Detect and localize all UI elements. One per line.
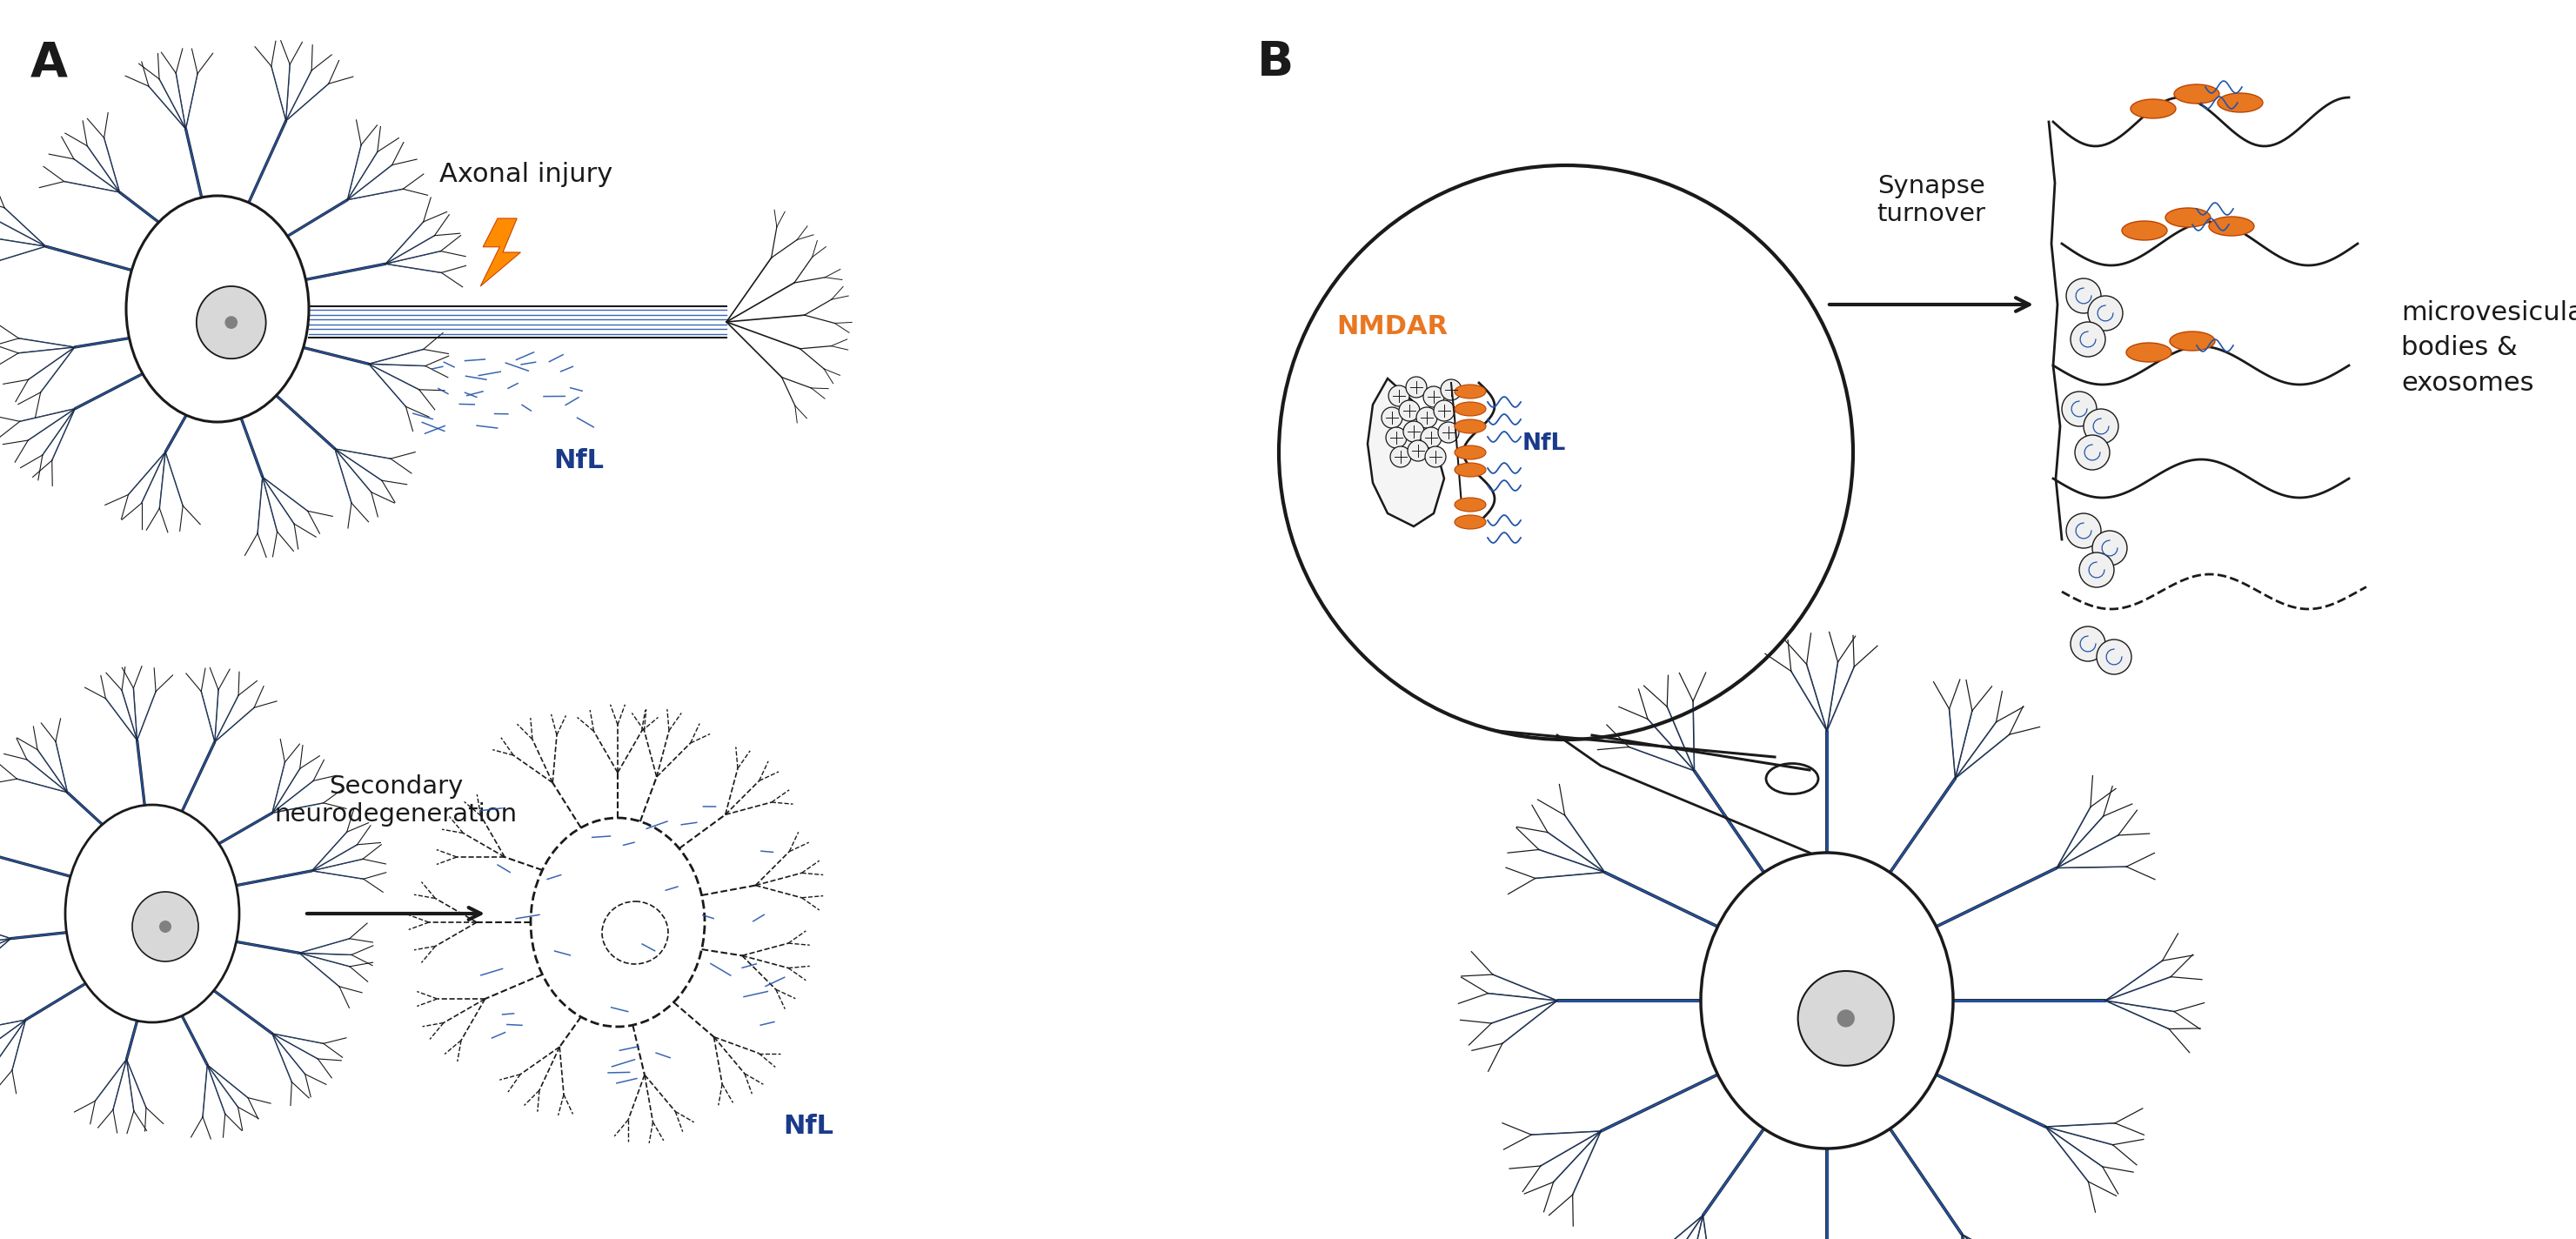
Circle shape (1391, 446, 1412, 467)
Ellipse shape (1455, 515, 1486, 529)
Ellipse shape (2130, 99, 2177, 119)
Circle shape (160, 921, 173, 933)
Circle shape (2071, 322, 2105, 357)
Circle shape (1425, 446, 1445, 467)
Text: Secondary
neurodegeneration: Secondary neurodegeneration (276, 774, 518, 826)
Ellipse shape (1455, 446, 1486, 460)
Circle shape (1425, 387, 1445, 408)
Circle shape (1406, 377, 1427, 398)
Circle shape (1437, 422, 1458, 442)
Ellipse shape (1798, 971, 1893, 1066)
Circle shape (1440, 379, 1461, 400)
Ellipse shape (1455, 419, 1486, 434)
Circle shape (1406, 440, 1430, 461)
Circle shape (2066, 279, 2102, 313)
Ellipse shape (1455, 463, 1486, 477)
Ellipse shape (64, 805, 240, 1022)
Text: B: B (1257, 40, 1293, 87)
Ellipse shape (2218, 93, 2262, 113)
Ellipse shape (2125, 343, 2172, 362)
Circle shape (2089, 296, 2123, 331)
Circle shape (2097, 639, 2130, 674)
Text: Axonal injury: Axonal injury (440, 162, 613, 187)
Circle shape (2084, 409, 2117, 444)
Circle shape (224, 316, 237, 328)
Circle shape (1388, 385, 1409, 406)
Circle shape (2092, 530, 2128, 565)
Ellipse shape (1455, 384, 1486, 399)
Circle shape (2074, 435, 2110, 470)
Ellipse shape (2174, 84, 2221, 104)
Circle shape (1381, 408, 1401, 429)
Ellipse shape (2123, 221, 2166, 240)
Circle shape (1404, 421, 1425, 442)
Text: microvesicular
bodies &
exosomes: microvesicular bodies & exosomes (2401, 300, 2576, 396)
Circle shape (2079, 553, 2115, 587)
Text: NfL: NfL (554, 449, 603, 473)
Polygon shape (479, 218, 520, 286)
Circle shape (1399, 400, 1419, 421)
Ellipse shape (1455, 401, 1486, 416)
Ellipse shape (1700, 852, 1953, 1149)
Ellipse shape (196, 286, 265, 358)
Ellipse shape (1455, 498, 1486, 512)
Circle shape (1837, 1010, 1855, 1027)
Circle shape (2066, 513, 2102, 548)
Ellipse shape (131, 892, 198, 961)
Ellipse shape (2169, 332, 2215, 351)
Ellipse shape (126, 196, 309, 422)
Text: Synapse
turnover: Synapse turnover (1878, 173, 1986, 227)
Circle shape (1417, 408, 1437, 429)
Circle shape (1422, 427, 1443, 449)
Ellipse shape (2208, 217, 2254, 235)
Polygon shape (1368, 378, 1445, 527)
Ellipse shape (2166, 208, 2210, 227)
Circle shape (2061, 392, 2097, 426)
Text: NfL: NfL (1522, 432, 1566, 455)
Text: A: A (31, 40, 67, 87)
Text: NfL: NfL (783, 1114, 835, 1139)
Circle shape (2071, 627, 2105, 662)
Circle shape (1435, 400, 1455, 421)
Text: NMDAR: NMDAR (1337, 315, 1448, 339)
Circle shape (1386, 427, 1406, 449)
